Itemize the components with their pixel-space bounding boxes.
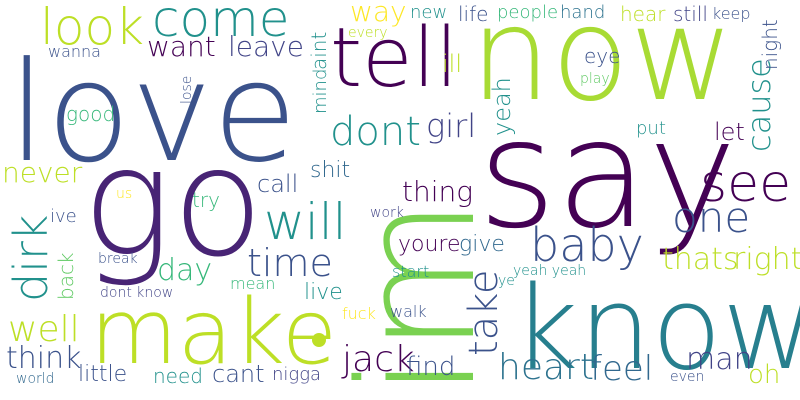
word-us: us (116, 186, 133, 202)
word-mind: mind (310, 68, 331, 114)
word-eye: eye (584, 44, 621, 68)
word-make: make (90, 280, 338, 385)
word-ive: ive (50, 206, 77, 227)
word-aint: aint (307, 31, 331, 70)
word-let: let (714, 118, 745, 146)
word-world: world (16, 371, 55, 387)
word-mean: mean (230, 274, 276, 293)
word-well: well (8, 309, 80, 350)
word-live: live (304, 280, 343, 305)
word-lose: lose (179, 75, 195, 104)
word-walk: walk (390, 302, 427, 321)
word-now: now (470, 0, 735, 130)
word-hear: hear (620, 2, 666, 26)
word-start: start (392, 262, 430, 281)
word-jack: jack (342, 339, 415, 380)
word-right: right (733, 242, 800, 277)
word-people: people (497, 2, 559, 23)
word-try: try (192, 188, 220, 212)
word-leave: leave (228, 30, 304, 63)
word-come: come (152, 0, 290, 48)
word-oh: oh (748, 360, 781, 390)
word-time: time (247, 241, 333, 285)
word-yeah: yeah (488, 77, 516, 136)
word-youre: youre (398, 232, 461, 257)
word-dot (312, 333, 326, 347)
word-way: way (350, 0, 407, 28)
word-work: work (370, 205, 404, 221)
word-keep: keep (712, 4, 751, 23)
word-shit: shit (310, 158, 351, 183)
word-think: think (6, 341, 82, 376)
word-cant: cant (212, 360, 265, 388)
word-still: still (673, 2, 708, 26)
word-good: good (66, 102, 116, 126)
word-dont-know: dont know (100, 285, 174, 301)
word-play: play (580, 71, 610, 87)
word-every: every (348, 25, 388, 41)
word-dont: dont (330, 109, 421, 155)
word-yeah-yeah: yeah yeah (513, 263, 587, 279)
word-thing: thing (402, 175, 474, 208)
word-fuck: fuck (342, 304, 376, 323)
word-back: back (54, 252, 78, 300)
word-night: night (758, 19, 782, 70)
word-give: give (459, 232, 505, 257)
word-life: life (458, 2, 489, 26)
word-one: one (672, 193, 751, 242)
word-look: look (40, 0, 145, 56)
word-break: break (98, 251, 138, 267)
word-will: will (264, 193, 347, 251)
word-find: find (406, 352, 456, 382)
word-tell: tell (330, 11, 459, 106)
word-new: new (410, 2, 448, 23)
word-heart: heart (498, 347, 594, 388)
word-see: see (700, 154, 792, 214)
word-feel: feel (590, 349, 654, 389)
word-say: say (478, 88, 737, 262)
word-know: know (512, 262, 800, 396)
word-love: love (8, 32, 298, 193)
word-even: even (670, 369, 705, 385)
word-nigga: nigga (272, 364, 322, 385)
word-girl: girl (426, 107, 477, 145)
word-little: little (78, 362, 128, 387)
word-thats: thats (662, 242, 739, 277)
word-man: man (686, 342, 753, 377)
word-need: need (153, 364, 203, 388)
word-go: go (82, 116, 264, 290)
word-baby: baby (530, 218, 644, 272)
word-ill: ill (442, 50, 463, 78)
word-want: want (147, 30, 216, 63)
word-cause: cause (740, 58, 778, 152)
word-ye: ye (498, 273, 515, 289)
word-dirk: dirk (4, 214, 58, 302)
word-put: put (636, 118, 666, 139)
word-wanna: wanna (48, 42, 101, 61)
word-never: never (2, 156, 83, 189)
word-call: call (257, 170, 299, 198)
word-day: day (157, 253, 213, 288)
word-hand: hand (560, 2, 606, 23)
